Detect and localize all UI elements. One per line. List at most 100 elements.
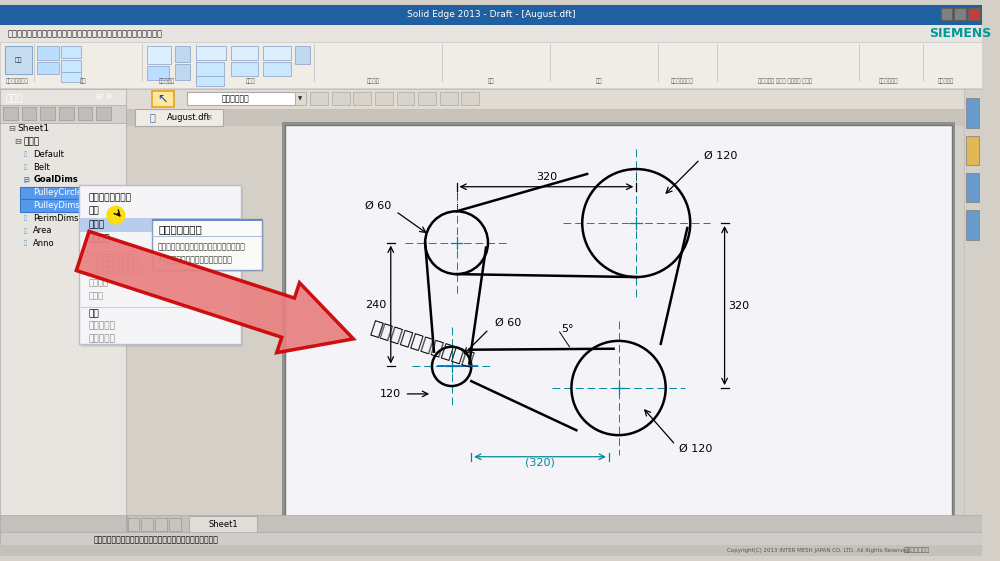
Bar	[175, 47, 190, 62]
Bar	[152, 90, 174, 107]
Text: 不要なレイヤを非表示: 不要なレイヤを非表示	[368, 319, 476, 369]
Text: Default: Default	[33, 150, 64, 159]
Bar	[966, 98, 979, 128]
Bar	[310, 93, 328, 105]
Bar	[3, 107, 18, 120]
Text: SIEMENS: SIEMENS	[929, 27, 991, 40]
Text: Area: Area	[33, 227, 53, 236]
Bar	[353, 93, 371, 105]
Bar	[0, 105, 126, 123]
Bar	[295, 47, 310, 64]
Bar	[966, 173, 979, 203]
Bar	[964, 89, 982, 521]
Circle shape	[107, 206, 125, 224]
Bar	[81, 188, 243, 347]
Text: 320: 320	[729, 301, 750, 311]
Text: 選択不可: 選択不可	[88, 278, 108, 287]
Bar	[152, 219, 262, 270]
Text: レイヤ: レイヤ	[6, 92, 24, 102]
Text: PerimDims: PerimDims	[33, 214, 79, 223]
Text: 🔷: 🔷	[24, 228, 27, 234]
Text: Belt: Belt	[33, 163, 50, 172]
Bar	[61, 72, 81, 82]
Text: 表示: 表示	[88, 207, 99, 216]
Text: 寸法: 寸法	[488, 79, 494, 85]
Text: Sheet1: Sheet1	[208, 520, 238, 529]
Text: レイヤ: レイヤ	[24, 137, 40, 146]
Bar	[128, 518, 139, 531]
Bar	[147, 66, 169, 80]
Text: 選択したレイヤの要素を非表示にします。: 選択したレイヤの要素を非表示にします。	[158, 242, 246, 251]
Text: アシスタント: アシスタント	[879, 79, 898, 85]
Bar	[141, 518, 153, 531]
Bar	[81, 306, 239, 307]
Text: 選択する: 選択する	[88, 234, 110, 243]
Bar	[966, 210, 979, 240]
Bar	[154, 221, 264, 272]
Bar	[196, 47, 226, 60]
Bar	[135, 109, 223, 126]
Text: レイヤを非表示: レイヤを非表示	[158, 224, 202, 234]
Text: アクティブにする: アクティブにする	[88, 193, 131, 202]
Bar	[375, 93, 393, 105]
Bar	[263, 62, 291, 76]
Text: 🔷: 🔷	[24, 164, 27, 170]
Text: コマンドを検索: コマンドを検索	[903, 547, 930, 553]
Bar	[0, 89, 126, 105]
Text: PulleyDims: PulleyDims	[33, 201, 80, 210]
Bar	[231, 62, 258, 76]
Text: 120: 120	[379, 389, 401, 399]
Bar	[196, 76, 224, 86]
Text: ⊟ ✕: ⊟ ✕	[96, 93, 113, 102]
Text: ウィンドウ: ウィンドウ	[937, 79, 954, 85]
Bar	[37, 62, 59, 74]
Bar	[126, 516, 128, 534]
Text: プロパティ: プロパティ	[88, 334, 115, 343]
Bar	[96, 107, 111, 120]
Bar	[61, 47, 81, 58]
Bar	[40, 107, 55, 120]
Text: (320): (320)	[525, 458, 555, 468]
Bar	[78, 107, 92, 120]
Text: ↖: ↖	[158, 93, 168, 105]
Bar	[440, 93, 458, 105]
Bar	[175, 64, 190, 80]
Bar	[231, 47, 258, 60]
Text: 🔷: 🔷	[24, 177, 27, 183]
Bar	[0, 89, 126, 521]
Bar	[282, 122, 955, 535]
Polygon shape	[76, 231, 353, 353]
Text: プロンプトバー　選択したレイヤの要素を非表示にします。: プロンプトバー 選択したレイヤの要素を非表示にします。	[93, 536, 218, 545]
Text: PulleyCircles: PulleyCircles	[33, 188, 87, 197]
Text: 選択可: 選択可	[88, 291, 103, 300]
Bar	[152, 219, 262, 220]
Bar	[147, 47, 171, 64]
Text: ホーム　スケッチ　ダイアグラム　検査　ツール　表示　データ管理: ホーム スケッチ ダイアグラム 検査 ツール 表示 データ管理	[8, 29, 163, 38]
Text: 240: 240	[366, 300, 387, 310]
Bar	[20, 187, 126, 200]
Text: 5°: 5°	[562, 324, 574, 334]
Text: 🔷: 🔷	[24, 190, 27, 195]
Text: 方向のある枠: 方向のある枠	[222, 94, 250, 103]
Text: 🔷: 🔷	[24, 241, 27, 246]
Bar	[80, 218, 240, 232]
Text: ⊟: ⊟	[8, 125, 15, 134]
Bar	[20, 200, 126, 212]
Bar	[941, 8, 952, 20]
Bar	[169, 518, 181, 531]
Text: 領域の拡大 ズーム フィット ツール: 領域の拡大 ズーム フィット ツール	[758, 79, 812, 85]
Text: ⊟: ⊟	[14, 137, 21, 146]
Bar	[189, 516, 257, 534]
Text: F1を押してヘルプを表示します。: F1を押してヘルプを表示します。	[158, 254, 232, 263]
Bar	[152, 236, 262, 237]
Bar	[0, 43, 982, 88]
Bar	[5, 47, 32, 74]
Text: 削除: 削除	[88, 309, 99, 318]
Bar	[37, 47, 59, 60]
Bar	[285, 125, 952, 532]
Bar	[0, 5, 982, 25]
Bar	[332, 93, 350, 105]
Text: 名称の変更: 名称の変更	[88, 321, 115, 330]
Text: クリップボード: クリップボード	[5, 79, 28, 85]
Bar	[79, 185, 241, 344]
